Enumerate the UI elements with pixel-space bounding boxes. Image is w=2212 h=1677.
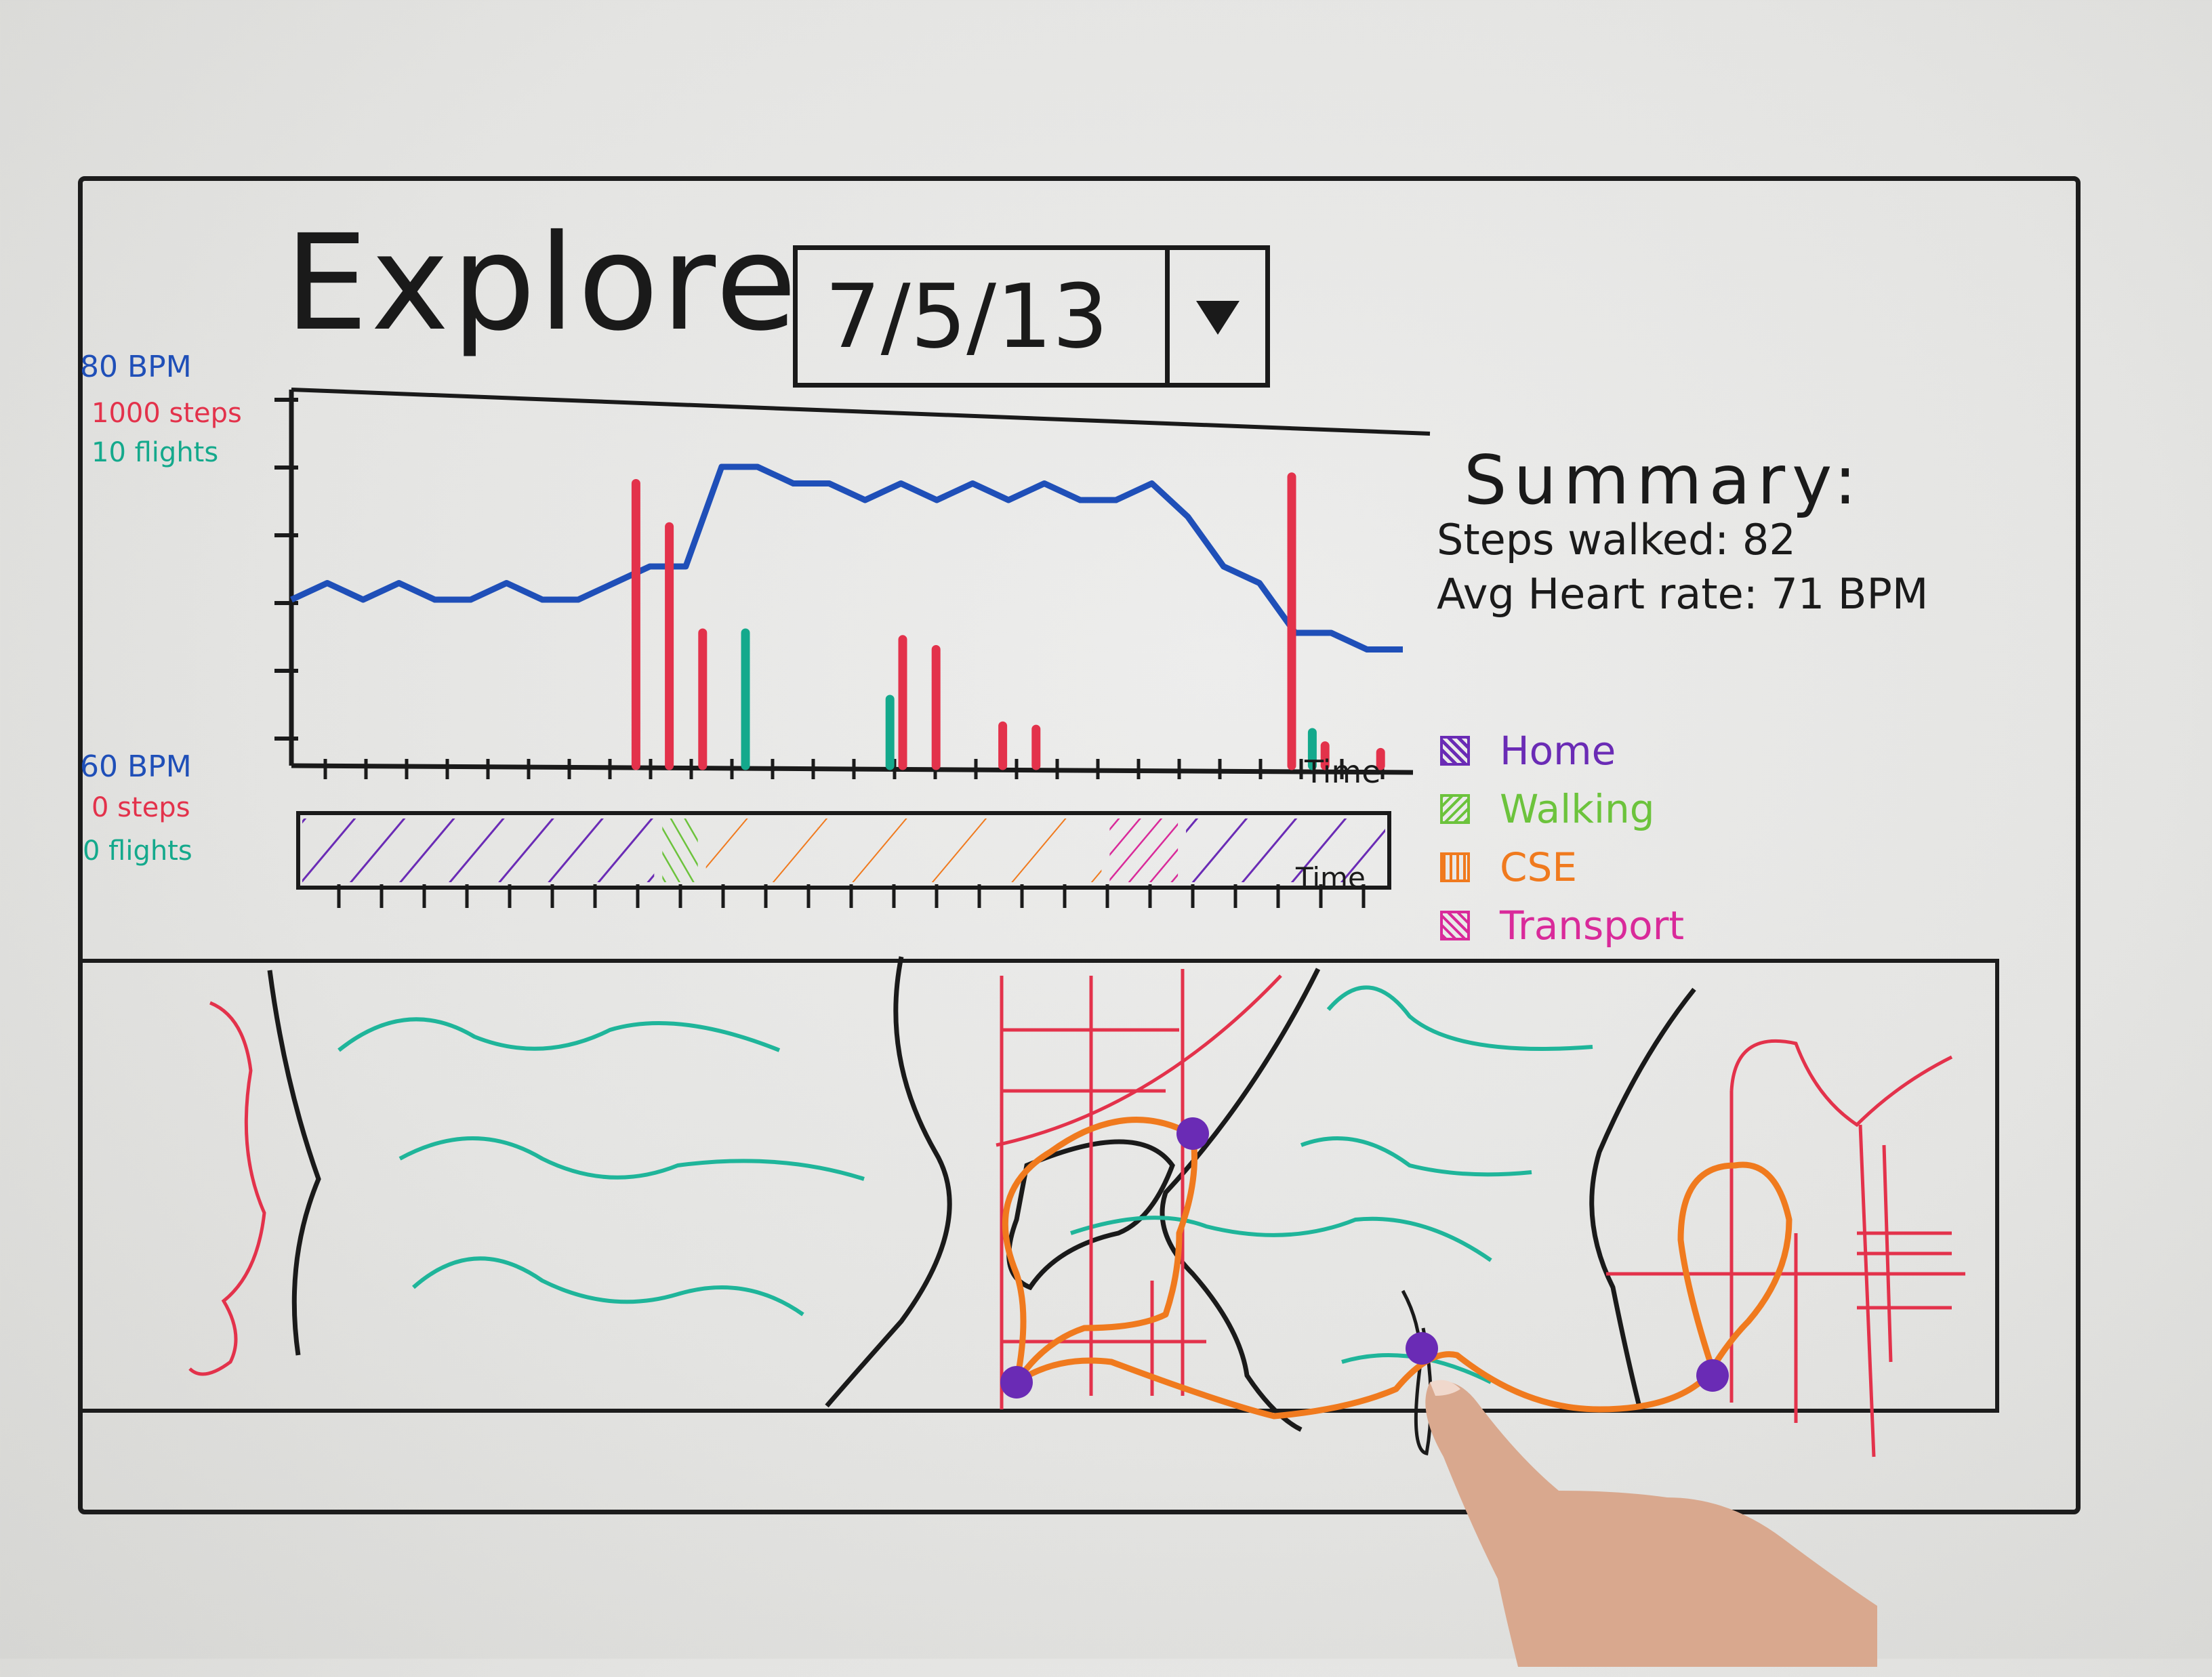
x-axis-label: Time: [1304, 753, 1381, 790]
activity-segment-transport: [1109, 819, 1179, 882]
summary-title: Summary:: [1464, 440, 1864, 520]
legend-swatch-home: [1440, 736, 1470, 766]
map-marker[interactable]: [1406, 1332, 1438, 1365]
dropdown-button[interactable]: [1165, 250, 1265, 383]
route-path: [1002, 1117, 1793, 1420]
activity-segment-home: [302, 819, 655, 882]
legend-item-transport[interactable]: Transport: [1440, 896, 1684, 955]
legend-label: Transport: [1500, 903, 1685, 949]
coastline: [1589, 987, 1696, 1410]
pointing-finger: [1425, 1380, 1877, 1667]
legend-swatch-walking: [1440, 794, 1470, 824]
app-window-frame: [78, 176, 2081, 1514]
summary-heart-rate: Avg Heart rate: 71 BPM: [1437, 569, 1929, 619]
road: [188, 1001, 266, 1376]
activity-axis-label: Time: [1295, 861, 1366, 894]
legend-label: Walking: [1500, 786, 1655, 832]
coastline: [267, 970, 321, 1356]
map-marker[interactable]: [1696, 1359, 1729, 1392]
activity-segment-walking: [662, 819, 698, 882]
water: [337, 985, 1593, 1384]
y-axis-top-steps: 1000 steps: [91, 398, 242, 429]
activity-segment-home: [1186, 819, 1385, 882]
heart-rate-line: [290, 463, 1403, 653]
y-axis-top-flights: 10 flights: [91, 437, 219, 468]
legend-label: Home: [1500, 728, 1616, 774]
y-axis-bottom-bpm: 60 BPM: [80, 749, 192, 784]
legend-item-home[interactable]: Home: [1440, 722, 1684, 780]
coastline: [1160, 968, 1321, 1432]
y-axis-top-bpm: 80 BPM: [80, 350, 192, 384]
date-selector[interactable]: 7/5/13: [793, 245, 1270, 388]
activity-segment-cse: [705, 819, 1102, 882]
activity-band-border: [291, 388, 1431, 436]
legend-label: CSE: [1500, 844, 1577, 890]
legend-swatch-cse: [1440, 852, 1470, 882]
legend-item-cse[interactable]: CSE: [1440, 838, 1684, 896]
legend-swatch-transport: [1440, 911, 1470, 940]
page-title: Explore: [285, 206, 800, 360]
coastline: [825, 956, 952, 1408]
map-marker[interactable]: [1000, 1366, 1033, 1399]
plot-area: [274, 388, 1431, 908]
road-grid: [1606, 1039, 1965, 1457]
chevron-down-icon: [1195, 301, 1240, 335]
map-marker[interactable]: [1176, 1117, 1209, 1150]
map-panel[interactable]: [78, 959, 1999, 1413]
summary-steps: Steps walked: 82: [1437, 515, 1796, 564]
legend: Home Walking CSE Transport: [1440, 722, 1684, 955]
y-axis-bottom-flights: 0 flights: [83, 835, 192, 867]
map-markers: [1000, 1117, 1729, 1399]
activity-strip-frame: [296, 811, 1391, 890]
legend-item-walking[interactable]: Walking: [1440, 780, 1684, 838]
date-value: 7/5/13: [825, 265, 1109, 368]
y-axis-bottom-steps: 0 steps: [91, 792, 190, 823]
activity-chart[interactable]: Time Time: [0, 0, 2212, 949]
